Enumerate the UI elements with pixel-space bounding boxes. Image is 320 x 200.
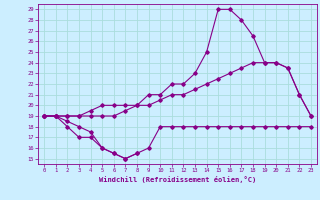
X-axis label: Windchill (Refroidissement éolien,°C): Windchill (Refroidissement éolien,°C) [99, 176, 256, 183]
